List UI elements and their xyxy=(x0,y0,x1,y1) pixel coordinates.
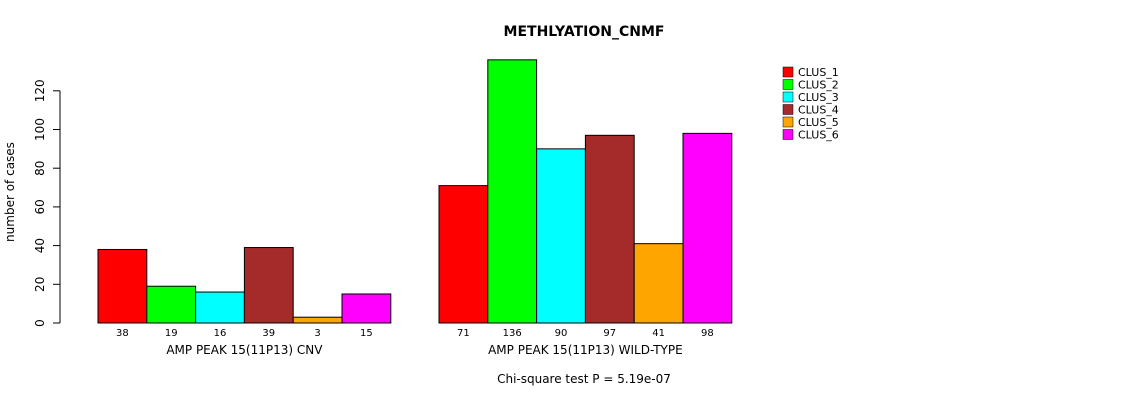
legend-item-label: CLUS_6 xyxy=(798,129,839,142)
bar-clus-1 xyxy=(97,248,148,324)
legend-item-label: CLUS_3 xyxy=(798,91,839,104)
legend-item-label: CLUS_2 xyxy=(798,79,839,92)
legend-item-label: CLUS_1 xyxy=(798,66,839,79)
bar-value-label: 71 xyxy=(457,328,470,339)
y-tick-label: 40 xyxy=(33,238,47,253)
legend-swatch xyxy=(782,104,794,115)
legend-swatch xyxy=(782,116,794,128)
legend-item-label: CLUS_4 xyxy=(798,104,839,117)
chi-square-footer: Chi-square test P = 5.19e-07 xyxy=(497,372,671,386)
chart-title: METHLYATION_CNMF xyxy=(504,24,665,40)
y-tick-label: 20 xyxy=(33,277,47,292)
bar-clus-4 xyxy=(584,134,635,324)
y-tick-label: 60 xyxy=(33,199,47,214)
bar-clus-3 xyxy=(536,148,586,324)
group-label: AMP PEAK 15(11P13) CNV xyxy=(166,343,323,357)
bar-value-label: 38 xyxy=(116,328,129,339)
y-tick-label: 0 xyxy=(33,319,47,327)
bar-value-label: 98 xyxy=(701,328,714,339)
legend-swatch xyxy=(782,66,794,78)
legend-swatch xyxy=(782,91,794,103)
y-tick-label: 120 xyxy=(33,79,47,102)
group-labels: AMP PEAK 15(11P13) CNV AMP PEAK 15(11P13)… xyxy=(166,343,682,357)
bar-value-label: 19 xyxy=(165,328,178,339)
legend-swatch xyxy=(782,79,794,90)
bar-value-label: 3 xyxy=(314,328,320,339)
bar-clus-5 xyxy=(633,243,684,324)
bar-value-label: 41 xyxy=(652,328,665,339)
bar-clus-2 xyxy=(146,285,197,324)
bar-clus-5 xyxy=(292,316,343,324)
group-label: AMP PEAK 15(11P13) WILD-TYPE xyxy=(488,343,683,357)
bar-value-label: 97 xyxy=(603,328,616,339)
y-axis: 0 20 40 60 80 100 120 xyxy=(33,79,61,327)
bar-value-label: 136 xyxy=(503,328,522,339)
bar-clus-3 xyxy=(195,291,245,324)
bar-value-label: 15 xyxy=(360,328,373,339)
y-tick-label: 80 xyxy=(33,161,47,176)
bars xyxy=(97,59,733,324)
bar-clus-6 xyxy=(682,132,733,324)
bar-clus-6 xyxy=(341,293,392,324)
legend-item-label: CLUS_5 xyxy=(798,116,839,129)
bar-clus-4 xyxy=(243,247,294,324)
bar-value-label: 90 xyxy=(555,328,568,339)
bar-clus-2 xyxy=(487,59,538,324)
value-labels: 38 19 16 39 3 15 71 136 90 97 41 98 xyxy=(116,328,714,339)
bar-value-label: 16 xyxy=(214,328,227,339)
y-tick-label: 100 xyxy=(33,118,47,141)
bar-value-label: 39 xyxy=(262,328,275,339)
bar-clus-1 xyxy=(438,185,489,324)
y-axis-label: number of cases xyxy=(3,142,17,242)
legend-swatch xyxy=(782,129,794,140)
